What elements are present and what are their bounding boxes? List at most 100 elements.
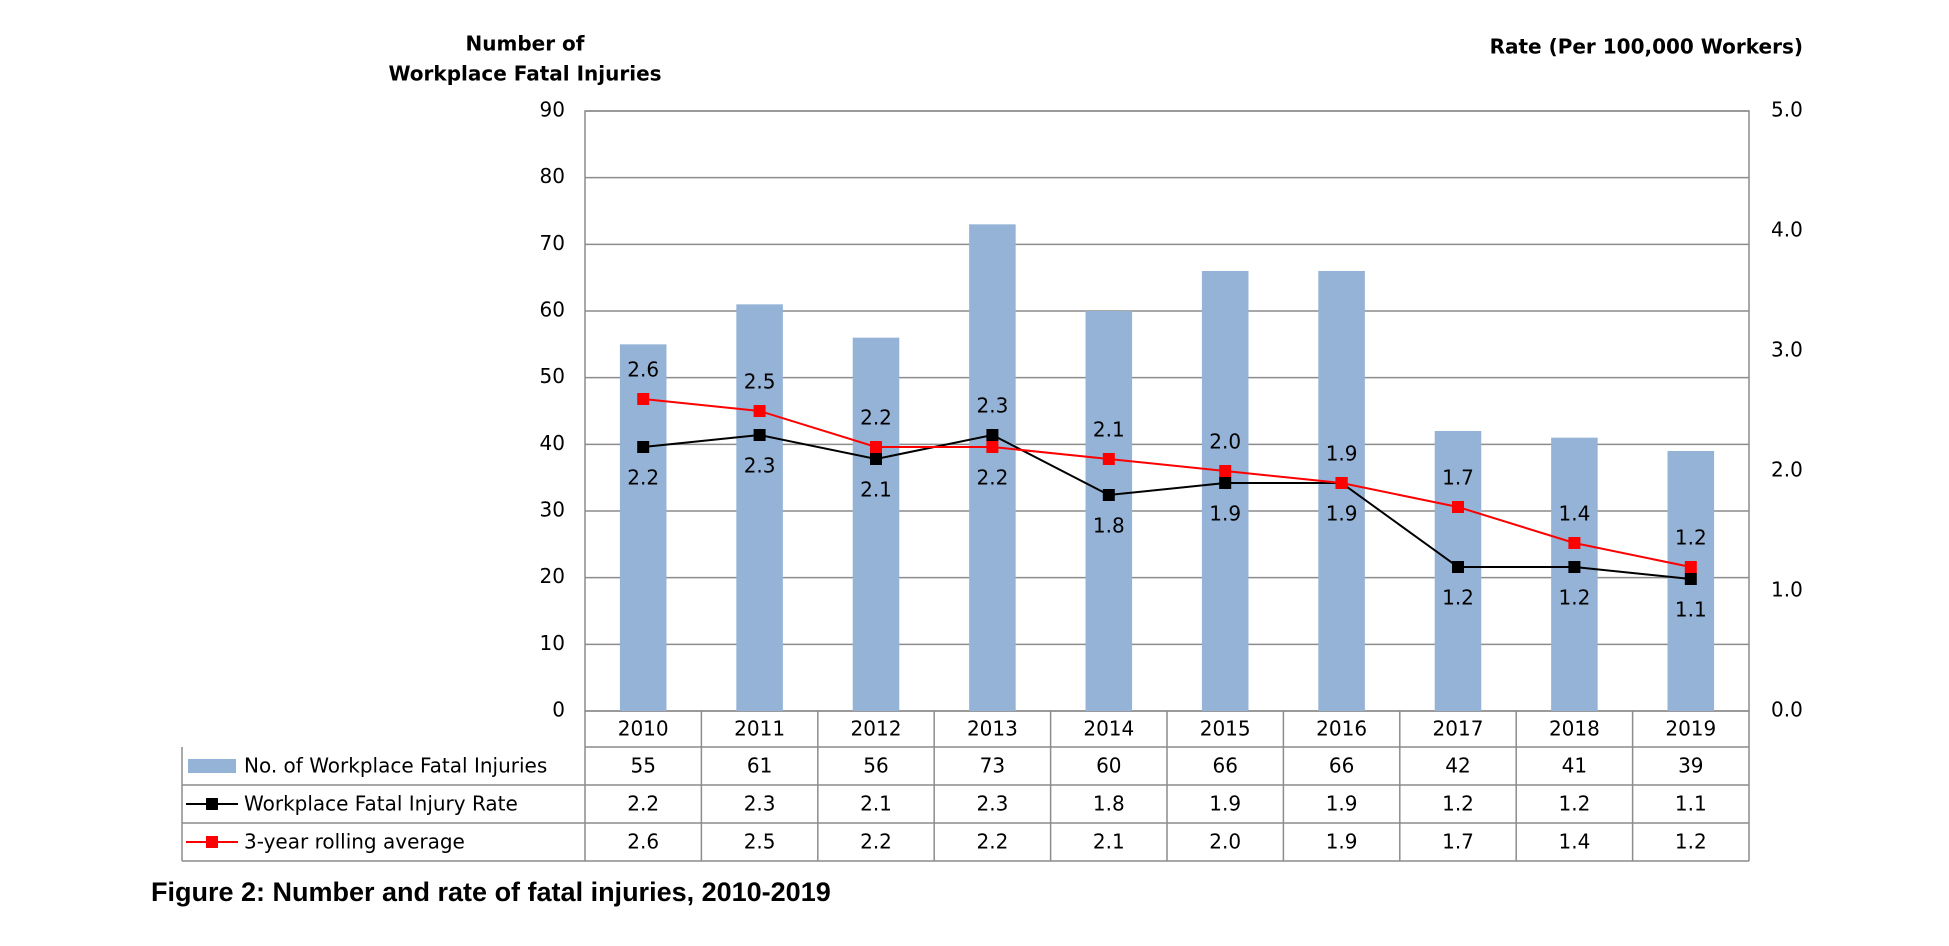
y2-tick-label: 2.0 [1771, 458, 1803, 482]
marker [1102, 453, 1115, 465]
legend-swatch [188, 759, 236, 773]
table-cell: 2.2 [627, 792, 659, 816]
chart-title: Figure 2: Number and rate of fatal injur… [151, 877, 831, 907]
x-tick-label: 2017 [1433, 717, 1484, 741]
y-tick-label: 30 [540, 498, 565, 522]
y-tick-label: 70 [540, 231, 565, 255]
marker [1219, 465, 1232, 477]
legend-label: Workplace Fatal Injury Rate [244, 792, 518, 816]
y2-tick-label: 5.0 [1771, 98, 1803, 122]
marker [870, 453, 882, 465]
x-tick-label: 2012 [851, 717, 902, 741]
table-cell: 2.3 [976, 792, 1008, 816]
data-label: 2.1 [860, 478, 892, 502]
table-cell: 2.1 [860, 792, 892, 816]
table-cell: 1.1 [1675, 792, 1707, 816]
table-cell: 1.8 [1093, 792, 1125, 816]
marker [1684, 561, 1697, 573]
marker [1335, 477, 1348, 489]
data-label: 2.3 [744, 454, 776, 478]
x-tick-label: 2016 [1316, 717, 1367, 741]
data-label: 1.9 [1209, 502, 1241, 526]
data-label: 2.2 [976, 466, 1008, 490]
data-label: 1.4 [1558, 502, 1590, 526]
data-label: 1.9 [1326, 502, 1358, 526]
table-cell: 73 [980, 754, 1005, 778]
y-tick-label: 20 [540, 564, 565, 588]
data-label: 2.2 [860, 406, 892, 430]
y2-tick-label: 0.0 [1771, 698, 1803, 722]
data-label: 1.2 [1442, 586, 1474, 610]
table-cell: 2.1 [1093, 830, 1125, 854]
bar [736, 304, 783, 711]
line [643, 433, 1691, 580]
data-label: 2.0 [1209, 430, 1241, 454]
data-label: 2.5 [744, 370, 776, 394]
table-cell: 1.2 [1442, 792, 1474, 816]
y-axis-title: Number of [466, 32, 585, 56]
marker [1568, 561, 1581, 573]
marker [1568, 537, 1581, 549]
x-tick-label: 2019 [1665, 717, 1716, 741]
table-cell: 39 [1678, 754, 1703, 778]
x-tick-label: 2010 [618, 717, 669, 741]
table-cell: 2.6 [627, 830, 659, 854]
table-cell: 2.0 [1209, 830, 1241, 854]
table-cell: 2.3 [744, 792, 776, 816]
legend-label: 3-year rolling average [244, 830, 465, 854]
marker [1102, 489, 1115, 501]
table-cell: 1.4 [1558, 830, 1590, 854]
marker [753, 405, 766, 417]
y2-tick-label: 3.0 [1771, 338, 1803, 362]
bar [1318, 271, 1365, 711]
table-cell: 60 [1096, 754, 1121, 778]
data-label: 1.2 [1558, 586, 1590, 610]
y-tick-label: 60 [540, 298, 565, 322]
y-axis-title: Workplace Fatal Injuries [388, 62, 661, 86]
y2-tick-label: 4.0 [1771, 218, 1803, 242]
y-tick-label: 10 [540, 631, 565, 655]
bar [619, 344, 667, 711]
y-tick-label: 90 [540, 98, 565, 122]
marker [870, 441, 882, 453]
table-cell: 66 [1329, 754, 1354, 778]
data-label: 2.1 [1093, 418, 1125, 442]
table-cell: 56 [863, 754, 888, 778]
table-cell: 2.5 [744, 830, 776, 854]
bar [969, 224, 1016, 712]
table-cell: 1.9 [1326, 830, 1358, 854]
data-label: 1.9 [1326, 442, 1358, 466]
y-tick-label: 50 [540, 364, 565, 388]
bar [1551, 437, 1598, 711]
legend-marker [206, 798, 218, 810]
x-tick-label: 2013 [967, 717, 1018, 741]
y-tick-label: 80 [540, 164, 565, 188]
marker [637, 441, 650, 453]
marker [637, 393, 650, 405]
marker [986, 429, 999, 441]
table-cell: 61 [747, 754, 772, 778]
bar [1085, 311, 1133, 711]
legend-label: No. of Workplace Fatal Injuries [244, 754, 547, 778]
data-label: 2.2 [627, 466, 659, 490]
data-label: 1.1 [1675, 598, 1707, 622]
data-label: 1.7 [1442, 466, 1474, 490]
data-label: 1.2 [1675, 526, 1707, 550]
legend-marker [206, 836, 218, 848]
y-tick-label: 40 [540, 431, 565, 455]
data-label: 2.3 [976, 394, 1008, 418]
bar [852, 337, 900, 711]
marker [1219, 477, 1232, 489]
table-cell: 1.9 [1326, 792, 1358, 816]
table-cell: 1.2 [1558, 792, 1590, 816]
y2-axis-title: Rate (Per 100,000 Workers) [1490, 35, 1803, 59]
table-cell: 42 [1445, 754, 1470, 778]
table-cell: 1.2 [1675, 830, 1707, 854]
x-tick-label: 2014 [1083, 717, 1134, 741]
table-cell: 2.2 [860, 830, 892, 854]
y2-tick-label: 1.0 [1771, 578, 1803, 602]
x-tick-label: 2011 [734, 717, 785, 741]
table-cell: 2.2 [976, 830, 1008, 854]
marker [1452, 501, 1464, 513]
